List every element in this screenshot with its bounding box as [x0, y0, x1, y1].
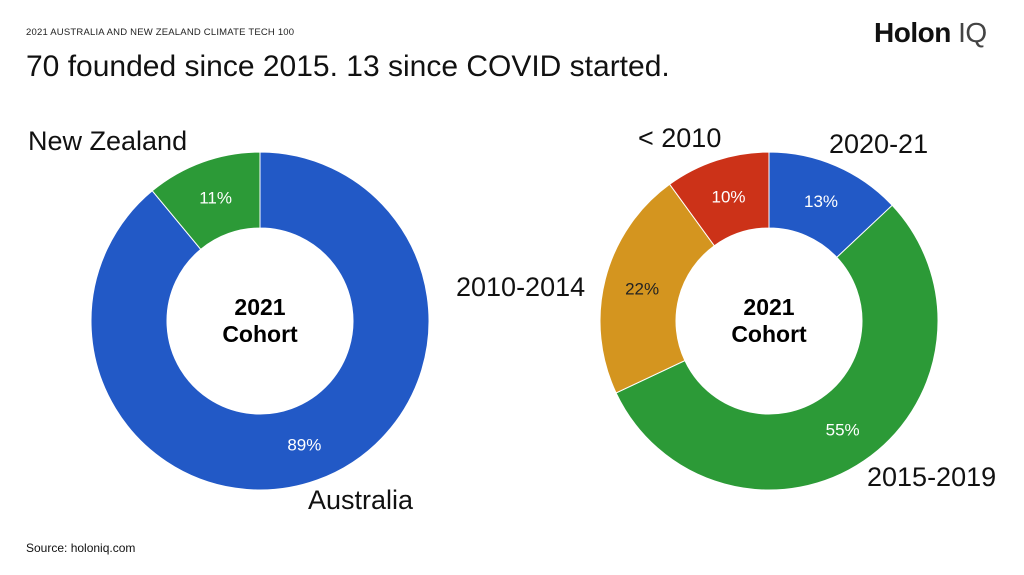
category-label: Australia [308, 485, 414, 515]
slice-percent-label: 89% [287, 435, 321, 454]
donut-slice [90, 151, 430, 491]
donut-slice [615, 204, 939, 491]
slice-percent-label: 22% [625, 279, 659, 298]
donut-slice [151, 151, 261, 251]
donut-slice [668, 151, 770, 247]
holoniq-logo: Holon IQ [874, 17, 987, 49]
slice-percent-label: 11% [199, 189, 232, 208]
slice-percent-label: 13% [804, 192, 838, 211]
slice-percent-label: 55% [826, 420, 860, 439]
center-label: 2021 [234, 294, 285, 320]
category-label: 2020-21 [829, 129, 928, 159]
center-label: Cohort [222, 321, 298, 347]
category-label: 2015-2019 [867, 462, 996, 492]
slice-percent-label: 10% [712, 187, 746, 206]
center-label: 2021 [743, 294, 794, 320]
source-note: Source: holoniq.com [26, 541, 136, 555]
page-headline: 70 founded since 2015. 13 since COVID st… [26, 50, 670, 83]
center-label: Cohort [731, 321, 807, 347]
category-label: < 2010 [638, 123, 721, 153]
logo-main: Holon [874, 17, 951, 48]
donut-slice [599, 183, 716, 394]
report-eyebrow: 2021 AUSTRALIA AND NEW ZEALAND CLIMATE T… [26, 27, 295, 38]
category-label: 2010-2014 [456, 272, 585, 302]
category-label: New Zealand [28, 126, 187, 156]
logo-suffix: IQ [958, 17, 987, 48]
